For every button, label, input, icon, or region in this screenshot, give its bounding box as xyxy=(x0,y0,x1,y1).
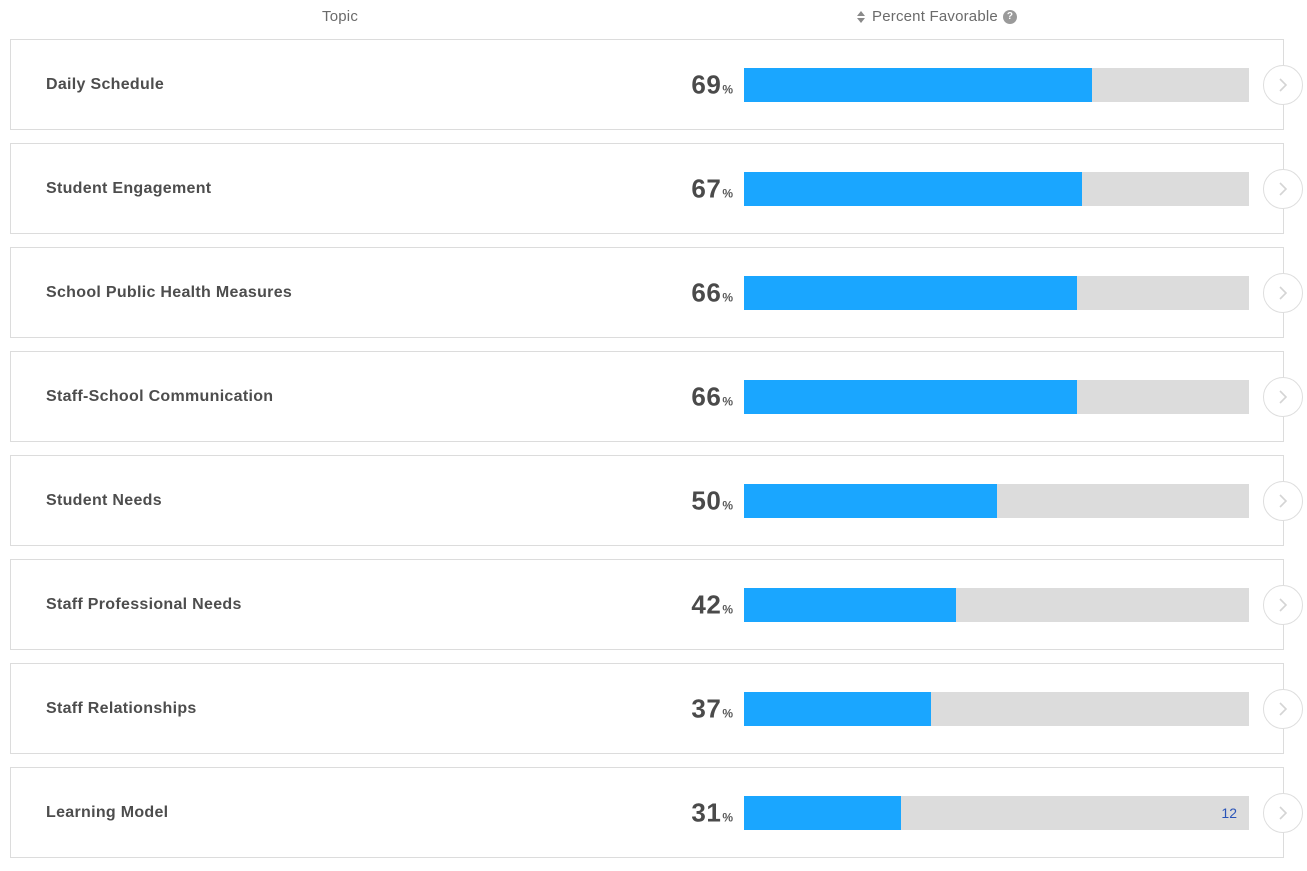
percent-number: 31 xyxy=(691,797,722,827)
percent-number: 66 xyxy=(691,381,722,411)
favorable-bar-fill xyxy=(744,67,1093,102)
percent-value: 66% xyxy=(691,381,733,412)
favorable-bar-track xyxy=(744,171,1249,206)
percent-sign: % xyxy=(722,82,733,96)
favorable-bar-track xyxy=(744,67,1249,102)
topic-row[interactable]: Learning Model 31% 12 xyxy=(10,767,1303,858)
topic-row[interactable]: Staff Relationships 37% xyxy=(10,663,1303,754)
percent-value: 50% xyxy=(691,485,733,516)
question-circle-icon[interactable]: ? xyxy=(1002,9,1017,24)
percent-number: 50 xyxy=(691,485,722,515)
favorable-bar-fill xyxy=(744,795,901,830)
favorable-bar-track xyxy=(744,483,1249,518)
favorable-bar-track xyxy=(744,691,1249,726)
topic-label: School Public Health Measures xyxy=(46,283,293,301)
sort-updown-icon[interactable] xyxy=(856,10,866,24)
chevron-right-icon[interactable] xyxy=(1263,168,1303,209)
percent-sign: % xyxy=(722,706,733,720)
topic-label: Staff Relationships xyxy=(46,699,197,717)
topic-label: Staff-School Communication xyxy=(46,387,274,405)
chevron-right-icon[interactable] xyxy=(1263,376,1303,417)
topic-row[interactable]: Daily Schedule 69% xyxy=(10,39,1303,130)
topic-row[interactable]: Student Needs 50% xyxy=(10,455,1303,546)
favorable-bar-fill xyxy=(744,483,997,518)
topic-label: Daily Schedule xyxy=(46,75,165,93)
favorable-bar-fill xyxy=(744,379,1078,414)
topic-label: Student Needs xyxy=(46,491,162,509)
chevron-right-icon[interactable] xyxy=(1263,272,1303,313)
topic-column-header: Topic xyxy=(322,8,359,25)
topic-row[interactable]: Staff-School Communication 66% xyxy=(10,351,1303,442)
percent-number: 42 xyxy=(691,589,722,619)
percent-value: 67% xyxy=(691,173,733,204)
chevron-right-icon[interactable] xyxy=(1263,480,1303,521)
topic-label: Student Engagement xyxy=(46,179,212,197)
favorable-bar-fill xyxy=(744,171,1083,206)
percent-value: 66% xyxy=(691,277,733,308)
percent-number: 67 xyxy=(691,173,722,203)
percent-sign: % xyxy=(722,498,733,512)
favorable-bar-track xyxy=(744,379,1249,414)
percent-favorable-column-header[interactable]: Percent Favorable ? xyxy=(856,8,1017,25)
bar-note: 12 xyxy=(1221,804,1237,821)
percent-value: 31% xyxy=(691,797,733,828)
favorable-bar-fill xyxy=(744,275,1078,310)
table-header: Topic Percent Favorable ? xyxy=(0,0,1307,34)
topic-row[interactable]: School Public Health Measures 66% xyxy=(10,247,1303,338)
favorable-bar-fill xyxy=(744,587,957,622)
topic-label: Learning Model xyxy=(46,803,169,821)
chevron-right-icon[interactable] xyxy=(1263,64,1303,105)
topic-row[interactable]: Student Engagement 67% xyxy=(10,143,1303,234)
favorable-bar-fill xyxy=(744,691,931,726)
favorable-bar-track xyxy=(744,275,1249,310)
favorable-bar-track: 12 xyxy=(744,795,1249,830)
percent-value: 69% xyxy=(691,69,733,100)
favorable-bar-track xyxy=(744,587,1249,622)
percent-sign: % xyxy=(722,810,733,824)
percent-sign: % xyxy=(722,290,733,304)
percent-sign: % xyxy=(722,394,733,408)
percent-favorable-label: Percent Favorable xyxy=(872,8,998,25)
chevron-right-icon[interactable] xyxy=(1263,584,1303,625)
percent-sign: % xyxy=(722,602,733,616)
chevron-right-icon[interactable] xyxy=(1263,688,1303,729)
topic-row[interactable]: Staff Professional Needs 42% xyxy=(10,559,1303,650)
percent-value: 37% xyxy=(691,693,733,724)
topic-label: Staff Professional Needs xyxy=(46,595,242,613)
percent-number: 69 xyxy=(691,69,722,99)
percent-value: 42% xyxy=(691,589,733,620)
percent-sign: % xyxy=(722,186,733,200)
percent-number: 37 xyxy=(691,693,722,723)
topic-list: Daily Schedule 69% Student Engagement 67% Sc… xyxy=(10,39,1303,871)
percent-number: 66 xyxy=(691,277,722,307)
chevron-right-icon[interactable] xyxy=(1263,792,1303,833)
